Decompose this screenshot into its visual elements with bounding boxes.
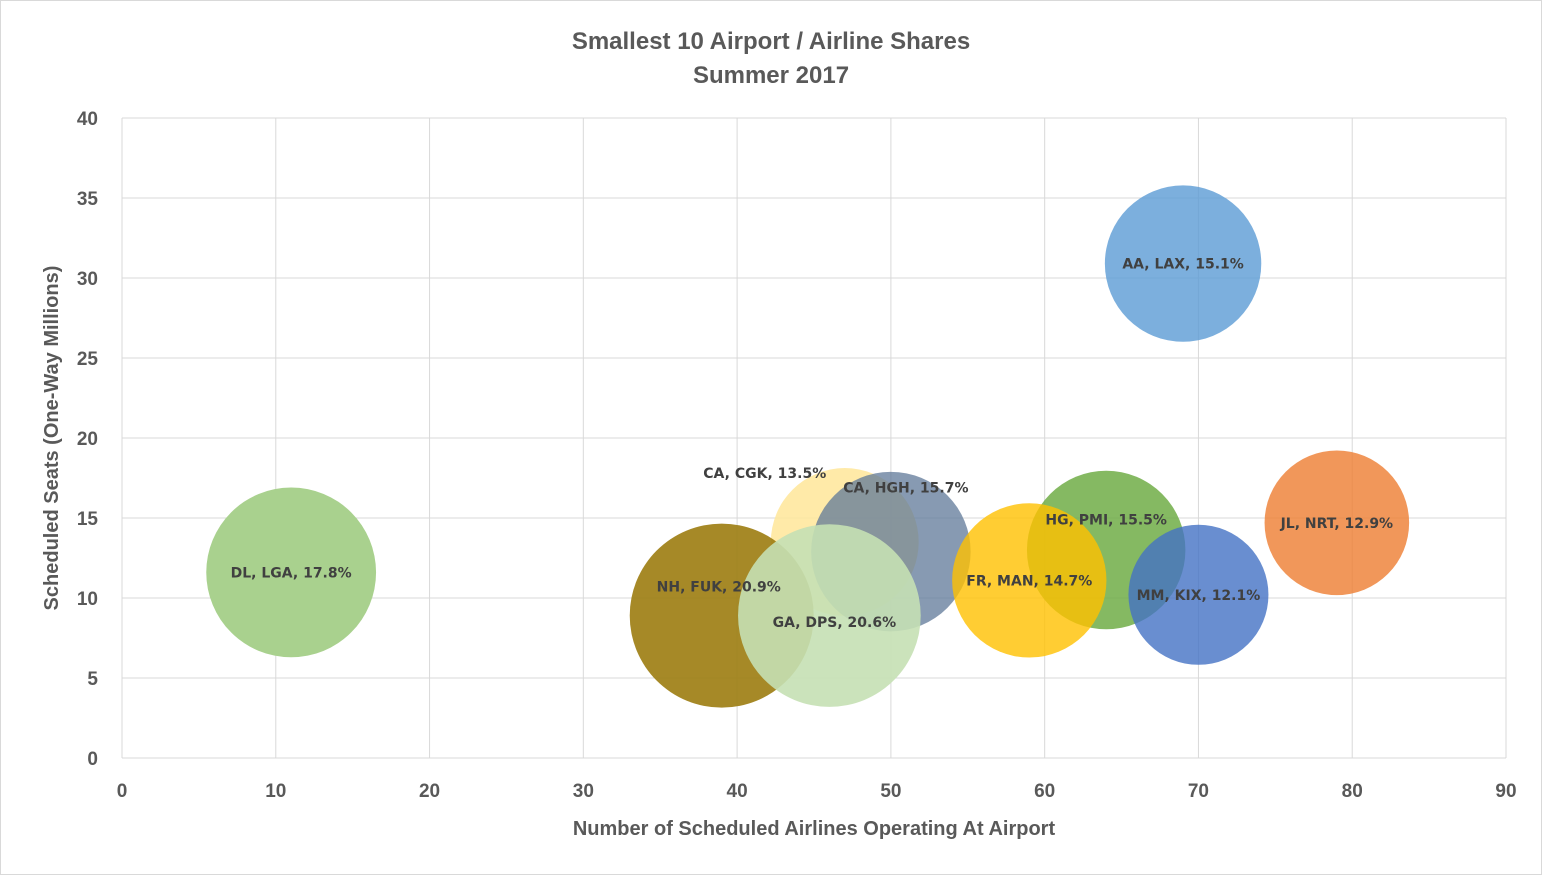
bubble-label: NH, FUK, 20.9% xyxy=(657,580,781,596)
bubble xyxy=(206,487,377,658)
y-tick-label: 30 xyxy=(77,269,98,290)
bubble-label: AA, LAX, 15.1% xyxy=(1122,257,1243,273)
y-tick-label: 20 xyxy=(77,429,98,450)
chart-subtitle: Summer 2017 xyxy=(693,62,849,89)
bubble xyxy=(1128,524,1269,665)
y-axis-ticks: 0 5 10 15 20 25 30 35 40 xyxy=(77,109,99,770)
y-tick-label: 35 xyxy=(77,189,99,210)
x-axis-ticks: 0 10 20 30 40 50 60 70 80 90 xyxy=(117,781,1517,802)
x-tick-label: 10 xyxy=(265,781,286,802)
chart-title: Smallest 10 Airport / Airline Shares xyxy=(572,28,970,55)
x-tick-label: 40 xyxy=(727,781,748,802)
bubble xyxy=(738,524,921,707)
y-tick-label: 0 xyxy=(87,749,98,770)
x-tick-label: 80 xyxy=(1342,781,1363,802)
y-tick-label: 10 xyxy=(77,589,98,610)
bubbles xyxy=(206,185,1410,708)
y-tick-label: 40 xyxy=(77,109,98,130)
y-tick-label: 25 xyxy=(77,349,99,370)
bubble-labels: CA, CGK, 13.5% CA, HGH, 15.7% HG, PMI, 15.… xyxy=(231,257,1393,631)
bubble xyxy=(1104,185,1262,342)
bubble xyxy=(1264,450,1410,596)
bubble-label: JL, NRT, 12.9% xyxy=(1280,516,1394,532)
x-tick-label: 70 xyxy=(1188,781,1209,802)
bubble-label: GA, DPS, 20.6% xyxy=(773,615,897,631)
bubble-label: HG, PMI, 15.5% xyxy=(1045,512,1167,528)
x-tick-label: 60 xyxy=(1034,781,1055,802)
x-tick-label: 20 xyxy=(419,781,440,802)
x-axis-title: Number of Scheduled Airlines Operating A… xyxy=(573,818,1056,840)
x-tick-label: 90 xyxy=(1495,781,1516,802)
bubble-label: MM, KIX, 12.1% xyxy=(1137,588,1261,604)
y-axis-title: Scheduled Seats (One-Way Millions) xyxy=(41,266,63,611)
y-tick-label: 15 xyxy=(77,509,99,530)
y-tick-label: 5 xyxy=(87,669,98,690)
bubble-label: FR, MAN, 14.7% xyxy=(966,573,1092,589)
bubble-label: CA, HGH, 15.7% xyxy=(843,480,968,496)
bubble xyxy=(952,503,1107,658)
x-tick-label: 0 xyxy=(117,781,128,802)
bubble-label: CA, CGK, 13.5% xyxy=(703,466,826,482)
x-tick-label: 30 xyxy=(573,781,594,802)
bubble-label: DL, LGA, 17.8% xyxy=(231,565,352,581)
x-tick-label: 50 xyxy=(880,781,901,802)
